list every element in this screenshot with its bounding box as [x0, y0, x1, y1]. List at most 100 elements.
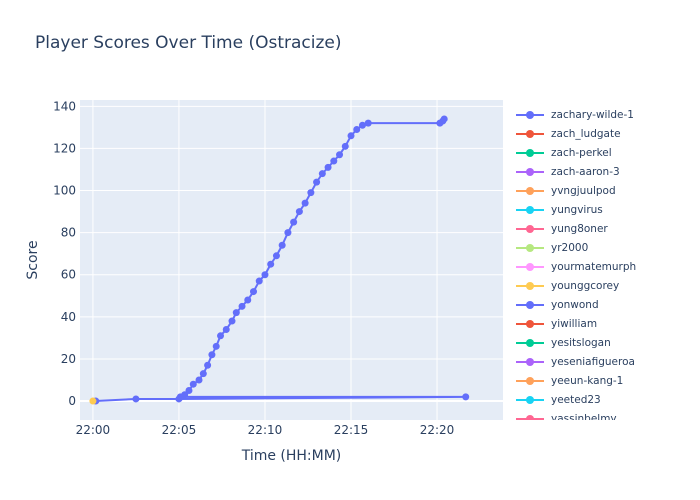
data-point [185, 387, 193, 395]
y-tick-label: 40 [61, 310, 76, 324]
data-point [222, 325, 230, 333]
legend-label: younggcorey [551, 279, 620, 292]
data-point [330, 157, 338, 165]
legend-item[interactable]: yeseniafigueroa [516, 352, 635, 371]
data-point [181, 391, 189, 399]
data-point [290, 218, 298, 226]
legend-label: zach-perkel [551, 146, 612, 159]
legend-swatch [516, 357, 544, 367]
data-point [212, 342, 220, 350]
legend-item[interactable]: yungvirus [516, 200, 603, 219]
data-point [324, 163, 332, 171]
chart-title: Player Scores Over Time (Ostracize) [35, 33, 342, 53]
data-point [244, 296, 252, 304]
legend-label: yourmatemurph [551, 260, 637, 273]
legend-swatch [516, 243, 544, 253]
data-point [228, 317, 236, 325]
legend-item[interactable]: zachary-wilde-1 [516, 105, 634, 124]
data-point [295, 208, 303, 216]
legend-item[interactable]: yvngjuulpod [516, 181, 616, 200]
data-point [238, 302, 246, 310]
plot-background [80, 100, 503, 420]
data-point [204, 361, 212, 369]
legend-label: zach-aaron-3 [551, 165, 620, 178]
y-tick-label: 80 [61, 226, 76, 240]
legend-label: zach_ludgate [551, 127, 621, 140]
legend-swatch [516, 319, 544, 329]
legend-item[interactable]: yung8oner [516, 219, 608, 238]
y-tick-label: 120 [53, 141, 76, 155]
legend-item[interactable]: yesitslogan [516, 333, 611, 352]
legend-swatch [516, 281, 544, 291]
legend-item[interactable]: younggcorey [516, 276, 619, 295]
data-point [132, 395, 140, 403]
series-zachary-wilde-1 [92, 115, 470, 405]
data-point [208, 351, 216, 359]
legend-label: yung8oner [551, 222, 608, 235]
data-point [278, 241, 286, 249]
data-point [267, 260, 275, 268]
legend-label: yesitslogan [551, 336, 611, 349]
legend-label: yiwilliam [551, 317, 598, 330]
data-point [336, 151, 344, 159]
legend-item[interactable]: yonwond [516, 295, 599, 314]
data-point [195, 376, 203, 384]
legend-item[interactable]: yiwilliam [516, 314, 597, 333]
x-tick-label: 22:15 [334, 423, 369, 437]
legend-item[interactable]: yourmatemurph [516, 257, 636, 276]
data-point [301, 199, 309, 207]
x-tick-label: 22:00 [76, 423, 111, 437]
data-point [358, 121, 366, 129]
data-point [250, 288, 258, 296]
data-point [199, 370, 207, 378]
legend-swatch [516, 338, 544, 348]
y-tick-label: 60 [61, 268, 76, 282]
legend-swatch [516, 224, 544, 234]
data-point [272, 252, 280, 260]
grid [80, 100, 503, 420]
x-tick-label: 22:05 [162, 423, 197, 437]
data-point [89, 397, 97, 405]
data-point [307, 189, 315, 197]
legend-label: yeseniafigueroa [551, 355, 635, 368]
legend-item[interactable]: yeeted23 [516, 390, 601, 409]
legend-label: yvngjuulpod [551, 184, 616, 197]
data-point [318, 170, 326, 178]
legend-label: yungvirus [551, 203, 603, 216]
data-point [341, 142, 349, 150]
data-point [440, 115, 448, 123]
legend-label: yr2000 [551, 241, 589, 254]
legend-swatch [516, 148, 544, 158]
legend-swatch [516, 186, 544, 196]
data-point [232, 309, 240, 317]
legend-swatch [516, 414, 544, 420]
tick-labels: 0 20 40 60 80 100 120 140 22:00 22:05 22:10 22:15 22… [53, 99, 454, 437]
x-tick-label: 22:20 [420, 423, 455, 437]
legend-swatch [516, 205, 544, 215]
legend-swatch [516, 300, 544, 310]
legend-item[interactable]: zach_ludgate [516, 124, 621, 143]
legend-item[interactable]: zach-aaron-3 [516, 162, 620, 181]
legend-label: yeeted23 [551, 393, 601, 406]
y-axis-title: Score [25, 240, 41, 279]
data-point [189, 380, 197, 388]
data-point [261, 271, 269, 279]
legend-label: yassinbelmy [551, 412, 617, 421]
x-tick-label: 22:10 [248, 423, 283, 437]
legend-swatch [516, 129, 544, 139]
series-layer [89, 115, 470, 405]
y-tick-label: 20 [61, 352, 76, 366]
y-tick-label: 0 [68, 394, 76, 408]
data-point [364, 119, 372, 127]
legend-item[interactable]: yeeun-kang-1 [516, 371, 623, 390]
legend: zachary-wilde-1 zach_ludgate zach-perkel za… [508, 100, 700, 420]
data-point [462, 393, 470, 401]
y-tick-label: 140 [53, 99, 76, 113]
legend-item[interactable]: zach-perkel [516, 143, 612, 162]
data-point [313, 178, 321, 186]
legend-label: yonwond [551, 298, 599, 311]
legend-swatch [516, 262, 544, 272]
legend-item[interactable]: yassinbelmy [516, 409, 617, 420]
legend-item[interactable]: yr2000 [516, 238, 588, 257]
